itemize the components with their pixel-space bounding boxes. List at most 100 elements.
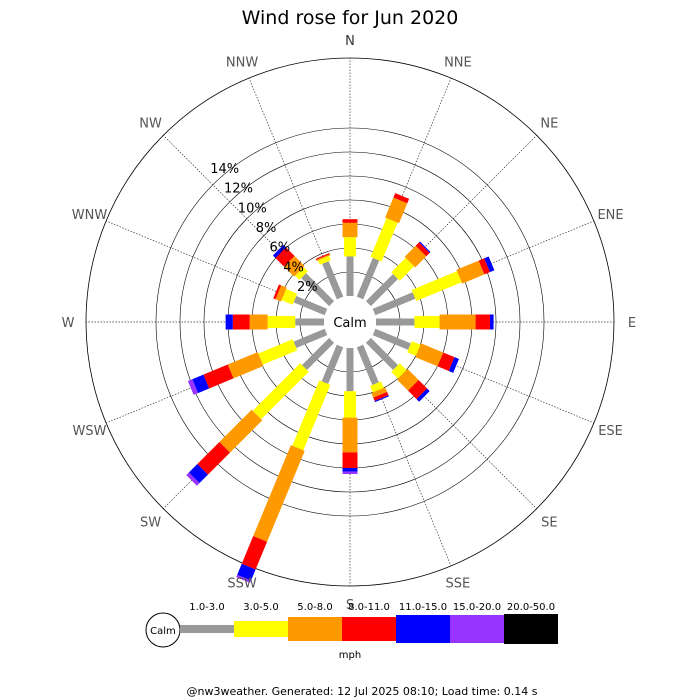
legend-label-3-0-5-0: 3.0-5.0 [243, 602, 278, 613]
direction-label-e: E [628, 316, 636, 331]
wind-bar-ene [372, 256, 495, 316]
ring-label-12: 12% [224, 182, 253, 197]
legend-swatch-3-0-5-0 [234, 621, 288, 637]
legend-swatch-11-0-15-0 [396, 615, 450, 643]
segment-ene-1-0-3-0 [372, 292, 416, 316]
ring-labels: 2% 4% 6% 8% 10% 12% 14% [210, 162, 317, 295]
ring-label-10: 10% [238, 201, 267, 216]
segment-wsw-3-0-5-0 [258, 339, 298, 365]
segment-wsw-8-0-11-0 [203, 364, 234, 389]
legend-calm-label: Calm [150, 626, 176, 637]
segment-ene-11-0-15-0 [484, 256, 495, 273]
wind-bar-wsw [187, 328, 328, 395]
segment-sw-5-0-8-0 [219, 409, 263, 453]
segment-se-8-0-11-0 [408, 380, 428, 400]
segment-se-5-0-8-0 [397, 369, 419, 391]
segment-wnw-3-0-5-0 [281, 289, 298, 305]
direction-label-ssw: SSW [227, 577, 257, 592]
direction-label-sw: SW [140, 515, 161, 530]
segment-sw-11-0-15-0 [188, 464, 208, 484]
segment-ssw-8-0-11-0 [241, 536, 268, 570]
segment-ne-8-0-11-0 [415, 242, 430, 257]
direction-label-ese: ESE [598, 424, 623, 439]
segment-wsw-5-0-8-0 [227, 352, 264, 379]
wind-bar-wnw [273, 284, 328, 316]
segment-ne-5-0-8-0 [404, 245, 427, 268]
wind-bar-ese [372, 328, 459, 373]
legend-swatch-15-0-20-0 [450, 615, 504, 643]
segment-nne-5-0-8-0 [385, 197, 408, 224]
ring-label-4: 4% [283, 260, 304, 275]
wind-bar-nnw [315, 252, 344, 300]
segment-nne-8-0-11-0 [393, 193, 410, 204]
direction-label-nnw: NNW [226, 55, 258, 70]
segment-ssw-3-0-5-0 [292, 380, 331, 451]
direction-label-ne: NE [540, 117, 558, 132]
segment-nw-5-0-8-0 [283, 255, 305, 277]
segment-wsw-11-0-15-0 [192, 374, 210, 394]
wind-bar-se [365, 337, 430, 402]
legend-swatch-8-0-11-0 [342, 617, 396, 641]
direction-label-wnw: WNW [72, 208, 108, 223]
direction-label-nw: NW [139, 117, 162, 132]
segment-sw-15-0-20-0 [186, 472, 200, 486]
legend-label-11-0-15-0: 11.0-15.0 [399, 602, 447, 613]
segment-se-3-0-5-0 [391, 363, 407, 379]
segment-ene-8-0-11-0 [478, 258, 490, 275]
footer-text: @nw3weather. Generated: 12 Jul 2025 08:1… [187, 685, 538, 698]
segment-sse-8-0-11-0 [373, 391, 389, 401]
legend-swatch-5-0-8-0 [288, 617, 342, 641]
direction-label-w: W [62, 316, 75, 331]
direction-label-nne: NNE [444, 55, 472, 70]
calm-label: Calm [333, 316, 366, 331]
segment-sw-1-0-3-0 [301, 337, 335, 371]
segment-wnw-1-0-3-0 [293, 295, 328, 316]
legend-label-5-0-8-0: 5.0-8.0 [297, 602, 332, 613]
ring-label-14: 14% [210, 162, 239, 177]
calm-circle [324, 296, 376, 348]
wind-bars [186, 193, 495, 583]
wind-bar-nw [272, 244, 335, 307]
segment-ese-11-0-15-0 [448, 357, 459, 373]
legend-label-1-0-3-0: 1.0-3.0 [189, 602, 224, 613]
segment-ese-3-0-5-0 [407, 341, 421, 356]
segment-ene-3-0-5-0 [411, 271, 462, 302]
segment-sw-8-0-11-0 [197, 441, 231, 475]
legend-swatch-1-0-3-0 [180, 625, 234, 633]
segment-wsw-1-0-3-0 [293, 328, 328, 349]
segment-sw-3-0-5-0 [252, 363, 309, 420]
ring-label-6: 6% [269, 241, 290, 256]
segment-ssw-11-0-15-0 [237, 563, 256, 581]
ring-label-8: 8% [256, 221, 277, 236]
legend-label-15-0-20-0: 15.0-20.0 [453, 602, 501, 613]
wind-bar-ssw [236, 344, 344, 583]
wind-bar-ne [365, 241, 431, 307]
segment-ese-8-0-11-0 [437, 352, 455, 372]
segment-ese-1-0-3-0 [372, 328, 411, 350]
direction-label-wsw: WSW [72, 424, 106, 439]
direction-label-n: N [345, 34, 355, 49]
legend-swatch-20-0-50-0 [504, 614, 558, 644]
direction-label-s: S [346, 598, 354, 613]
segment-se-11-0-15-0 [416, 388, 430, 402]
segment-nw-8-0-11-0 [275, 247, 295, 267]
segment-nne-1-0-3-0 [356, 257, 380, 300]
legend-unit-label: mph [339, 650, 361, 661]
direction-label-se: SE [541, 515, 557, 530]
legend-label-8-0-11-0: 8.0-11.0 [348, 602, 390, 613]
wind-bar-sse [356, 344, 389, 403]
segment-ese-5-0-8-0 [415, 343, 444, 367]
segment-ssw-1-0-3-0 [321, 344, 344, 384]
segment-ssw-15-0-20-0 [236, 574, 252, 583]
segment-sse-3-0-5-0 [370, 381, 384, 393]
direction-label-sse: SSE [446, 577, 471, 592]
segment-wsw-15-0-20-0 [187, 379, 199, 395]
direction-labels: N NNE NE ENE E ESE SE SSE S SSW SW WSW W WNW NW NNW [62, 34, 637, 613]
speed-legend: Calm 1.0-3.0 3.0-5.0 5.0-8.0 8.0-11.0 11.0-1… [145, 602, 558, 648]
segment-se-1-0-3-0 [365, 337, 399, 371]
ring-label-2: 2% [297, 280, 318, 295]
segment-ne-3-0-5-0 [391, 257, 415, 281]
segment-nne-3-0-5-0 [370, 218, 398, 262]
segment-nnw-1-0-3-0 [322, 261, 344, 300]
